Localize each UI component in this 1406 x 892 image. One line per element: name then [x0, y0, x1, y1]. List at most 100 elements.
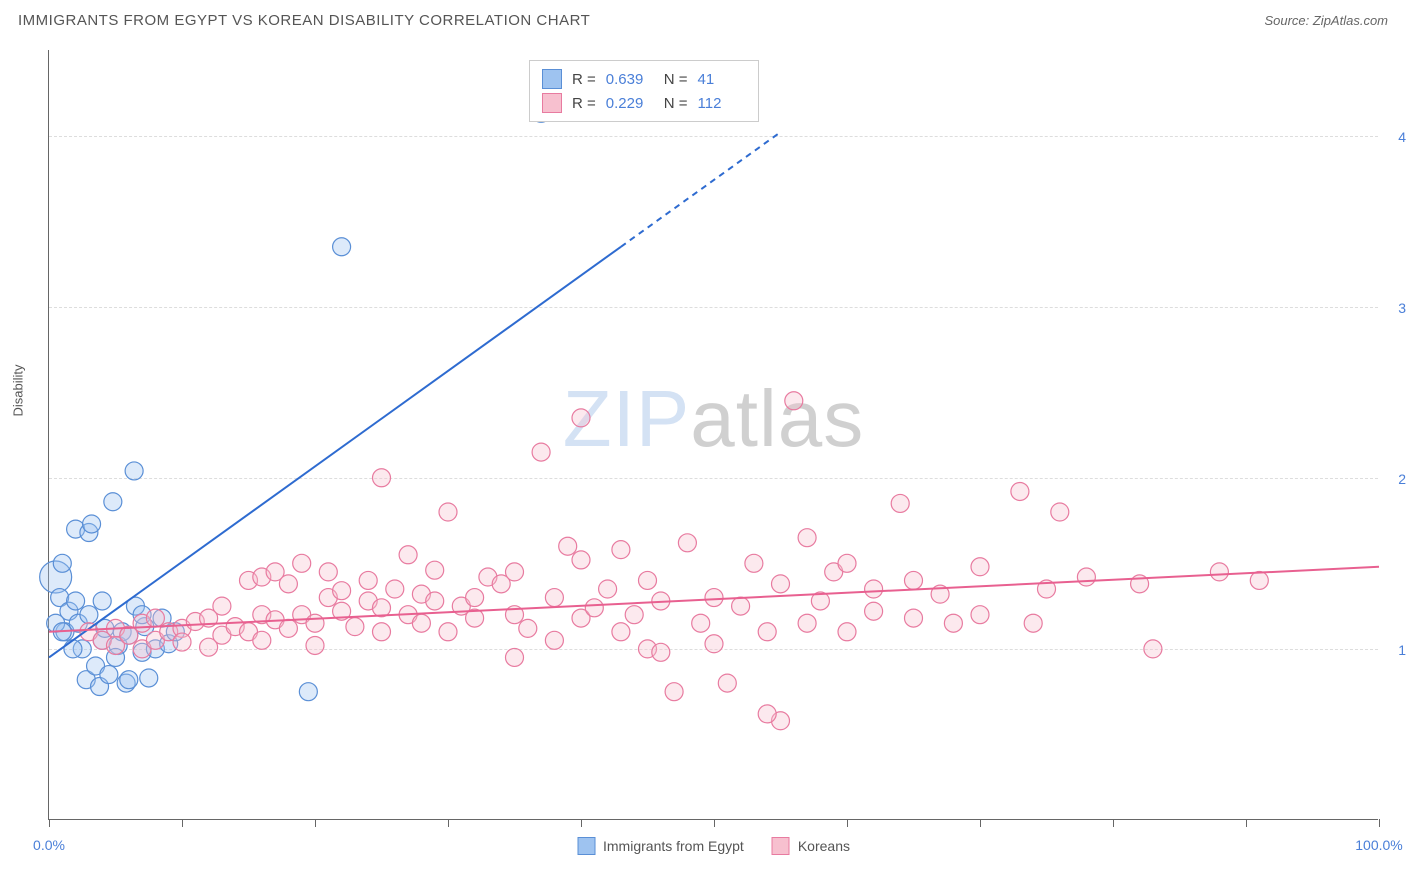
y-axis-label: Disability — [11, 364, 26, 416]
chart-plot-area: 10.0%20.0%30.0%40.0%0.0%100.0% ZIPatlas … — [48, 50, 1378, 820]
data-point — [692, 614, 710, 632]
data-point — [80, 606, 98, 624]
data-point — [732, 597, 750, 615]
data-point — [1011, 482, 1029, 500]
legend-label: Immigrants from Egypt — [603, 838, 744, 854]
data-point — [798, 529, 816, 547]
data-point — [745, 554, 763, 572]
stats-row-series1: R = 0.639 N = 41 — [542, 67, 746, 91]
data-point — [545, 589, 563, 607]
data-point — [173, 633, 191, 651]
swatch-icon — [772, 837, 790, 855]
data-point — [758, 623, 776, 641]
data-point — [559, 537, 577, 555]
ytick-label: 10.0% — [1398, 642, 1406, 658]
data-point — [798, 614, 816, 632]
ytick-label: 20.0% — [1398, 471, 1406, 487]
data-point — [333, 582, 351, 600]
data-point — [1051, 503, 1069, 521]
data-point — [532, 443, 550, 461]
data-point — [466, 589, 484, 607]
data-point — [519, 619, 537, 637]
data-point — [373, 623, 391, 641]
data-point — [585, 599, 603, 617]
data-point — [125, 462, 143, 480]
data-point — [785, 392, 803, 410]
chart-title: IMMIGRANTS FROM EGYPT VS KOREAN DISABILI… — [18, 12, 590, 29]
data-point — [293, 554, 311, 572]
source-label: Source: ZipAtlas.com — [1264, 13, 1388, 28]
data-point — [426, 592, 444, 610]
data-point — [1210, 563, 1228, 581]
data-point — [572, 551, 590, 569]
data-point — [612, 541, 630, 559]
data-point — [53, 554, 71, 572]
ytick-label: 40.0% — [1398, 129, 1406, 145]
data-point — [319, 563, 337, 581]
data-point — [120, 671, 138, 689]
data-point — [1250, 571, 1268, 589]
data-point — [146, 609, 164, 627]
data-point — [705, 589, 723, 607]
data-point — [971, 558, 989, 576]
swatch-icon — [542, 69, 562, 89]
data-point — [705, 635, 723, 653]
swatch-icon — [542, 93, 562, 113]
data-point — [279, 619, 297, 637]
data-point — [373, 599, 391, 617]
swatch-icon — [577, 837, 595, 855]
data-point — [412, 614, 430, 632]
data-point — [64, 640, 82, 658]
data-point — [83, 515, 101, 533]
data-point — [838, 554, 856, 572]
data-point — [891, 494, 909, 512]
data-point — [665, 683, 683, 701]
data-point — [213, 597, 231, 615]
data-point — [359, 571, 377, 589]
data-point — [718, 674, 736, 692]
stats-row-series2: R = 0.229 N = 112 — [542, 91, 746, 115]
data-point — [905, 571, 923, 589]
data-point — [506, 563, 524, 581]
xtick-label: 100.0% — [1355, 837, 1402, 853]
data-point — [625, 606, 643, 624]
data-point — [652, 643, 670, 661]
data-point — [299, 683, 317, 701]
data-point — [439, 503, 457, 521]
data-point — [426, 561, 444, 579]
data-point — [865, 580, 883, 598]
data-point — [865, 602, 883, 620]
data-point — [639, 571, 657, 589]
data-point — [346, 618, 364, 636]
data-point — [599, 580, 617, 598]
data-point — [1144, 640, 1162, 658]
data-point — [838, 623, 856, 641]
data-point — [1024, 614, 1042, 632]
data-point — [758, 705, 776, 723]
xtick-label: 0.0% — [33, 837, 65, 853]
data-point — [140, 669, 158, 687]
data-point — [93, 592, 111, 610]
data-point — [386, 580, 404, 598]
legend-item-series1: Immigrants from Egypt — [577, 837, 744, 855]
data-point — [545, 631, 563, 649]
data-point — [399, 546, 417, 564]
data-point — [905, 609, 923, 627]
data-point — [439, 623, 457, 641]
correlation-stats-box: R = 0.639 N = 41 R = 0.229 N = 112 — [529, 60, 759, 122]
data-point — [104, 493, 122, 511]
data-point — [612, 623, 630, 641]
data-point — [253, 631, 271, 649]
ytick-label: 30.0% — [1398, 300, 1406, 316]
data-point — [67, 592, 85, 610]
data-point — [100, 666, 118, 684]
data-point — [971, 606, 989, 624]
data-point — [944, 614, 962, 632]
data-point — [333, 238, 351, 256]
data-point — [373, 469, 391, 487]
data-point — [506, 648, 524, 666]
data-point — [772, 575, 790, 593]
data-point — [306, 636, 324, 654]
legend-item-series2: Koreans — [772, 837, 850, 855]
title-bar: IMMIGRANTS FROM EGYPT VS KOREAN DISABILI… — [0, 0, 1406, 37]
